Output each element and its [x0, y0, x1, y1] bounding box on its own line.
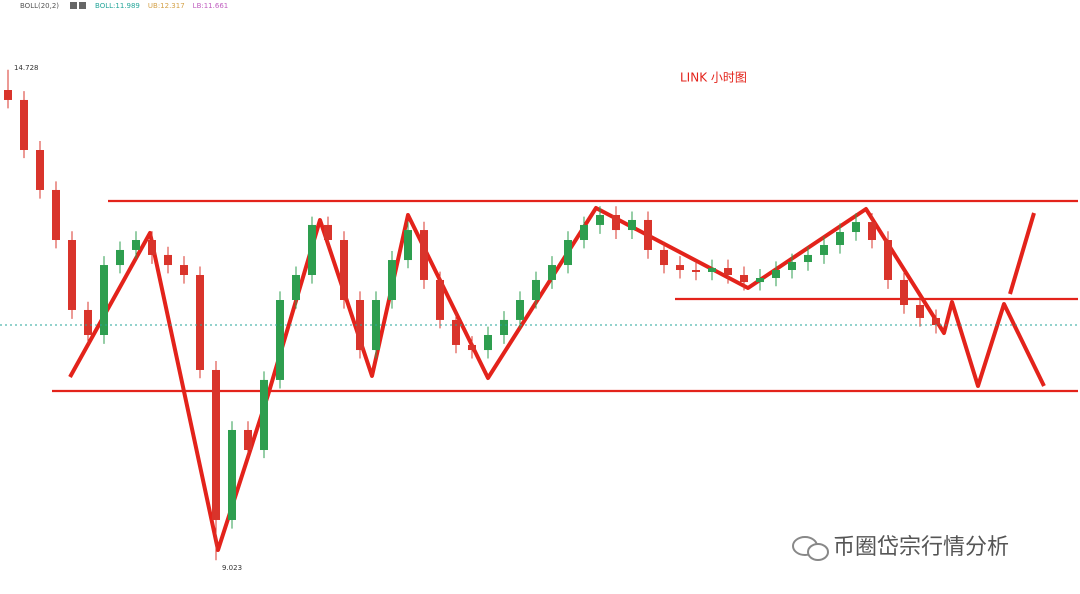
candle-body [324, 224, 332, 241]
candle-body [36, 150, 44, 190]
candle-body [868, 222, 876, 241]
candle-body [676, 265, 684, 271]
indicator-label: UB:12.317 [148, 2, 185, 10]
trend-arrows [68, 206, 1046, 552]
watermark-text: 币圈岱宗行情分析 [833, 535, 1009, 560]
candle-body [196, 274, 204, 370]
candle-body [516, 300, 524, 320]
candle-body [628, 219, 636, 231]
candle-body [740, 274, 748, 283]
candle-body [580, 224, 588, 241]
candle-body [468, 344, 476, 351]
candle-body [644, 219, 652, 250]
candle-body [148, 240, 156, 255]
candle-body [292, 274, 300, 301]
candle-body [532, 279, 540, 301]
candle-body [884, 240, 892, 280]
candle-body [212, 369, 220, 520]
candle-body [116, 249, 124, 266]
indicator-settings [70, 2, 77, 9]
candle-body [4, 90, 12, 100]
candle-body [244, 429, 252, 451]
candle-body [500, 319, 508, 335]
candle-body [900, 279, 908, 305]
candle-body [340, 240, 348, 301]
candle-body [596, 214, 604, 225]
candle-body [836, 232, 844, 245]
candle-body [692, 270, 700, 272]
indicator-close [79, 2, 86, 9]
trend-arrow [1008, 212, 1036, 295]
candle-body [852, 222, 860, 233]
candle-body [436, 279, 444, 320]
annotations [52, 199, 1078, 552]
candle-body [100, 265, 108, 335]
candle-body [180, 265, 188, 275]
candle-body [52, 189, 60, 241]
watermark: 币圈岱宗行情分析 [792, 535, 1009, 561]
wechat-icon [807, 543, 829, 561]
candle-body [68, 240, 76, 310]
candle-body [452, 319, 460, 345]
candle-body [932, 317, 940, 326]
candle-body [420, 230, 428, 280]
candle-body [820, 244, 828, 255]
candle-body [164, 254, 172, 266]
candle-body [660, 249, 668, 266]
candle-body [404, 230, 412, 261]
candle-body [484, 334, 492, 351]
candle-body [84, 309, 92, 335]
indicator-label: BOLL(20,2) [20, 2, 59, 10]
candles [4, 69, 940, 561]
high-label: 14.728 [14, 64, 39, 72]
candle-body [772, 270, 780, 279]
candle-body [724, 268, 732, 275]
candle-body [276, 300, 284, 380]
indicator-label: LB:11.661 [193, 2, 229, 10]
candle-body [564, 240, 572, 266]
candle-body [132, 240, 140, 250]
low-label: 9.023 [222, 564, 242, 572]
candle-body [20, 99, 28, 151]
candle-body [612, 214, 620, 231]
candle-body [788, 262, 796, 271]
candle-body [804, 254, 812, 263]
candle-body [228, 429, 236, 520]
candle-body [388, 260, 396, 301]
candle-body [308, 224, 316, 275]
indicator-label: BOLL:11.989 [95, 2, 140, 10]
candle-body [548, 265, 556, 280]
candle-body [260, 379, 268, 451]
candle-body [708, 268, 716, 272]
chart-title: LINK 小时图 [680, 71, 747, 85]
candle-body [756, 278, 764, 283]
candle-body [916, 304, 924, 318]
